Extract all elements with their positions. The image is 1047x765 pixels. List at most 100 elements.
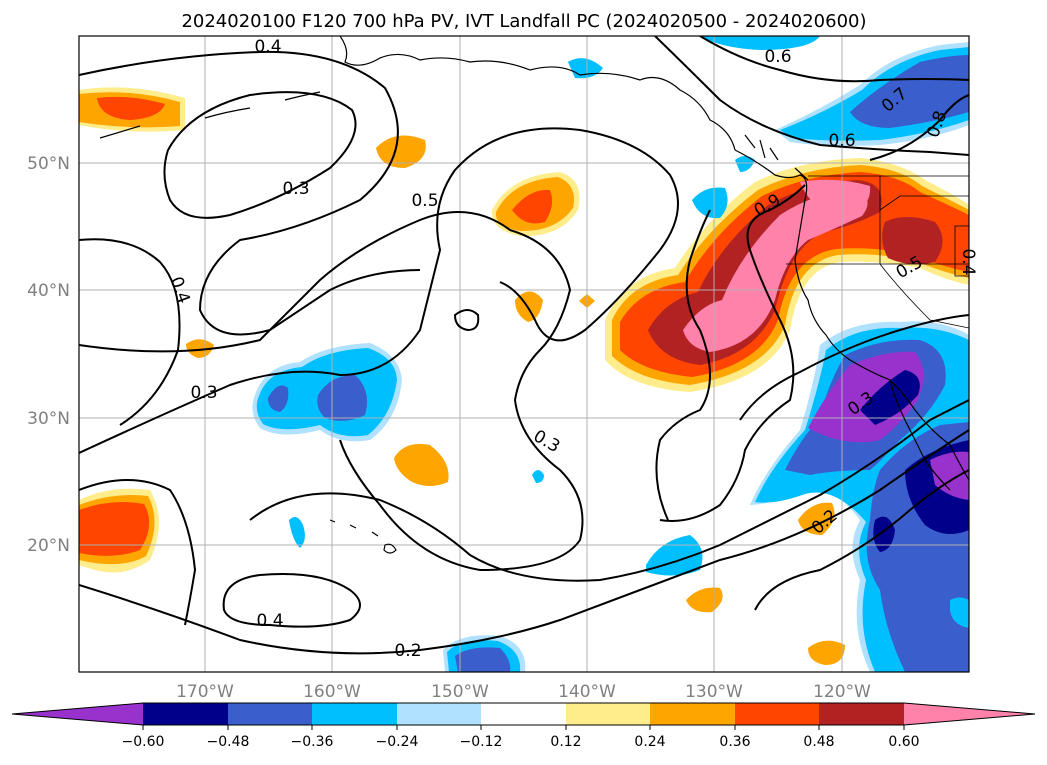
colorbar-tick-label: −0.36 xyxy=(291,734,334,750)
lon-tick-label: 140°W xyxy=(558,682,616,702)
colorbar-segment xyxy=(397,703,481,725)
lat-tick-label: 50°N xyxy=(27,154,70,174)
contour-line xyxy=(869,94,969,161)
map-frame xyxy=(78,35,970,673)
contour-label: 0.2 xyxy=(394,641,421,661)
contour-line xyxy=(79,429,969,655)
colorbar-extend-high xyxy=(904,703,1035,725)
contour-line xyxy=(739,314,969,421)
lon-tick-label: 160°W xyxy=(303,682,361,702)
colorbar-segment xyxy=(735,703,819,725)
lon-tick-label: 170°W xyxy=(176,682,234,702)
colorbar-tick-label: 0.48 xyxy=(803,734,834,750)
lon-tick-label: 130°W xyxy=(685,682,743,702)
colorbar-ticks xyxy=(142,725,905,730)
colorbar-tick-label: 0.12 xyxy=(550,734,581,750)
shade-cool xyxy=(455,647,511,672)
shade-cool xyxy=(268,385,289,412)
coastlines xyxy=(99,36,969,554)
colorbar-segment xyxy=(481,703,566,725)
colorbar-segment xyxy=(228,703,312,725)
coastline-bc-inlets xyxy=(744,134,809,181)
colorbar-tick-label: −0.12 xyxy=(460,734,503,750)
border-state xyxy=(879,263,969,329)
colorbar-segment xyxy=(566,703,650,725)
shade-cool xyxy=(700,36,820,50)
shade-cool xyxy=(532,470,544,483)
lat-tick-label: 30°N xyxy=(27,409,70,429)
contour-line xyxy=(453,309,480,332)
contour-line xyxy=(163,91,357,219)
political-borders xyxy=(786,175,969,329)
shade-se xyxy=(860,370,920,425)
colorbar-segment xyxy=(819,703,904,725)
contour-line xyxy=(654,36,969,156)
lat-tick-label: 20°N xyxy=(27,536,70,556)
contour-line xyxy=(222,573,361,628)
lat-tick-label: 40°N xyxy=(27,281,70,301)
shade-se xyxy=(808,351,924,443)
contour-line xyxy=(79,238,181,426)
lon-axis: 170°W 160°W 150°W 140°W 130°W 120°W xyxy=(176,682,871,702)
shade-small xyxy=(186,339,214,358)
colorbar: −0.60 −0.48 −0.36 −0.24 −0.12 0.12 0.24 … xyxy=(11,702,1036,750)
contour-line xyxy=(659,184,806,522)
coastline-aleutians xyxy=(99,91,321,139)
contour-label: 0.6 xyxy=(764,47,791,67)
shade-cool xyxy=(317,375,368,421)
contour-line xyxy=(754,469,969,611)
contour-label: 0.4 xyxy=(958,248,978,275)
colorbar-segment xyxy=(650,703,735,725)
colorbar-tick-label: −0.60 xyxy=(122,734,165,750)
map-title: 2024020100 F120 700 hPa PV, IVT Landfall… xyxy=(181,11,866,32)
shade-sw xyxy=(79,502,150,556)
coastline-baja xyxy=(889,379,951,491)
shade-cool xyxy=(289,516,305,548)
contour-label: 0.4 xyxy=(256,611,283,631)
colorbar-tick-label: 0.60 xyxy=(888,734,919,750)
shade-plume xyxy=(882,217,943,265)
contour-line xyxy=(655,209,711,521)
gridlines xyxy=(79,36,969,672)
contour-line xyxy=(79,479,197,626)
colorbar-segment xyxy=(312,703,397,725)
shade-cool xyxy=(735,156,755,172)
contour-line xyxy=(79,127,679,454)
shade-ne xyxy=(850,55,969,128)
contour-line xyxy=(249,399,969,582)
contour-label: 0.3 xyxy=(282,179,309,199)
shaded-field xyxy=(79,36,969,672)
pv-contours xyxy=(79,36,969,655)
shade-nw xyxy=(97,96,165,120)
lat-axis: 50°N 40°N 30°N 20°N xyxy=(27,154,70,556)
border-state xyxy=(879,195,969,211)
shade-plume xyxy=(683,190,868,352)
colorbar-tick-label: −0.24 xyxy=(376,734,419,750)
contour-line xyxy=(699,36,969,83)
shade-small xyxy=(808,640,845,665)
coastline-westcoast xyxy=(734,149,969,481)
contour-label: 0.6 xyxy=(828,131,855,151)
contour-line xyxy=(79,211,584,572)
shade-plume xyxy=(800,179,871,215)
shade-mid xyxy=(512,189,553,224)
shade-small xyxy=(376,135,426,168)
contour-label: 0.4 xyxy=(254,37,281,57)
colorbar-segment xyxy=(143,703,228,725)
shade-small xyxy=(798,502,835,535)
shade-cool xyxy=(692,187,728,219)
coastline-hawaii xyxy=(329,519,397,554)
lon-tick-label: 150°W xyxy=(431,682,489,702)
coastline-alaska xyxy=(339,36,736,151)
border-state xyxy=(954,225,969,277)
map-panel: 0.4 0.3 0.5 0.4 0.3 0.3 0.4 0.2 0.6 0.7 … xyxy=(78,35,978,673)
colorbar-extend-low xyxy=(12,703,143,725)
contour-label: 0.3 xyxy=(190,383,217,403)
shade-se xyxy=(950,597,969,628)
colorbar-tick-label: 0.36 xyxy=(719,734,750,750)
contour-label: 0.5 xyxy=(411,191,438,211)
shade-small xyxy=(394,443,449,486)
contour-line xyxy=(79,50,421,336)
colorbar-tick-label: −0.48 xyxy=(207,734,250,750)
